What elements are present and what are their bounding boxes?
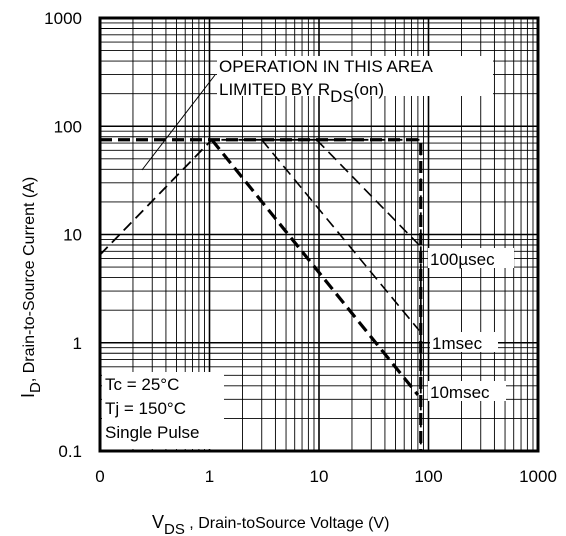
y-tick-label: 1 <box>73 334 82 353</box>
x-axis-label-main: V <box>152 512 164 532</box>
rds-label-bg <box>217 56 493 96</box>
y-tick-label: 100 <box>54 117 82 136</box>
condition-tj: Tj = 150°C <box>105 399 186 418</box>
label-100us: 100µsec <box>430 250 495 269</box>
y-axis-label: ID, Drain-to-Source Current (A) <box>18 177 44 398</box>
series-line-2 <box>316 139 420 246</box>
plot-frame <box>98 16 540 453</box>
y-tick-label: 0.1 <box>58 442 82 461</box>
condition-tc: Tc = 25°C <box>105 375 179 394</box>
y-axis-label-main: I <box>18 393 38 398</box>
x-tick-label: 0 <box>95 467 104 486</box>
y-tick-label: 1000 <box>44 9 82 28</box>
series-line-3 <box>261 139 420 331</box>
y-tick-label: 10 <box>63 226 82 245</box>
label-1ms: 1msec <box>432 334 483 353</box>
rds-label-sub: DS <box>330 87 354 106</box>
x-axis-label: VDS , Drain-toSource Voltage (V) <box>152 512 389 536</box>
y-axis-label-sub: D <box>27 382 44 393</box>
x-tick-label: 1 <box>205 467 214 486</box>
x-axis-label-sub: DS <box>164 521 185 536</box>
rds-label-main: LIMITED BY R <box>219 80 330 99</box>
series-line-4 <box>210 138 420 396</box>
chart-series <box>99 138 423 451</box>
label-10ms-bg <box>428 381 506 401</box>
label-1ms-bg <box>430 332 498 352</box>
x-tick-label: 100 <box>414 467 442 486</box>
tick-labels: 0 1 10 100 1000 1000 100 10 1 0.1 <box>44 9 557 486</box>
rds-label-rest: (on) <box>354 80 384 99</box>
x-tick-label: 10 <box>310 467 329 486</box>
condition-pulse: Single Pulse <box>105 423 200 442</box>
current-voltage-limit <box>100 138 423 451</box>
label-100us-bg <box>428 248 514 268</box>
x-axis-label-rest: , Drain-toSource Voltage (V) <box>185 515 390 532</box>
label-10ms: 10msec <box>430 383 490 402</box>
x-tick-label: 1000 <box>519 467 557 486</box>
conditions-bg <box>102 372 224 449</box>
rds-leader-line <box>141 74 216 171</box>
rds-label-line2: LIMITED BY RDS(on) <box>219 80 384 106</box>
rds-label-line1: OPERATION IN THIS AREA <box>219 57 433 76</box>
y-axis-label-rest: , Drain-to-Source Current (A) <box>21 177 38 382</box>
